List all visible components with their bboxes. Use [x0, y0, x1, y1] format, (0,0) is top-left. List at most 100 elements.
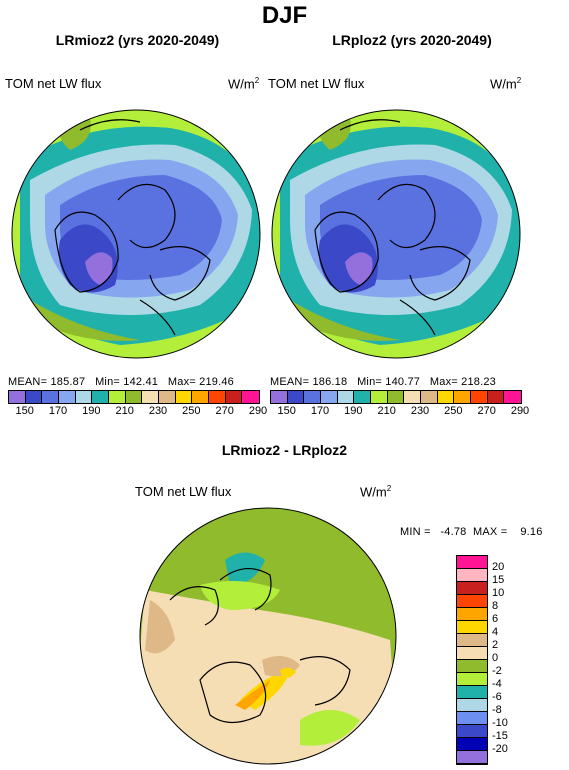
colorbar-swatch [457, 621, 487, 634]
colorbar-swatch [457, 673, 487, 686]
colorbar-swatch [75, 391, 93, 403]
colorbar-tick-label: 170 [310, 405, 330, 417]
colorbar-swatch [457, 556, 487, 569]
colorbar-swatch [457, 725, 487, 738]
diff-units-text: W/m [360, 484, 387, 500]
panel-2-colorbar-labels: 150 170 190 210 230 250 270 290 [270, 405, 529, 419]
panel-2-units-exponent: 2 [516, 76, 522, 85]
colorbar-tick-label: 190 [344, 405, 363, 417]
colorbar-swatch [457, 712, 487, 725]
colorbar-swatch [457, 634, 487, 647]
panel-1-colorbar-labels: 150 170 190 210 230 250 270 290 [8, 405, 267, 419]
colorbar-tick-label: 210 [377, 405, 396, 417]
colorbar-tick-label: -2 [492, 665, 502, 677]
panel-2-variable: TOM net LW flux [268, 76, 365, 91]
colorbar-swatch [487, 391, 505, 403]
colorbar-swatch [457, 699, 487, 712]
colorbar-swatch [108, 391, 126, 403]
colorbar-swatch [454, 391, 471, 403]
colorbar-swatch [192, 391, 209, 403]
colorbar-swatch [337, 391, 355, 403]
colorbar-swatch [271, 391, 288, 403]
colorbar-tick-label: 8 [492, 600, 499, 612]
panel-2-stats: MEAN= 186.18 Min= 140.77 Max= 218.23 [270, 376, 496, 388]
colorbar-tick-label: 170 [48, 405, 68, 417]
colorbar-tick-label: 290 [510, 405, 530, 417]
diff-title: LRmioz2 - LRploz2 [221, 442, 348, 458]
colorbar-swatch [457, 582, 487, 595]
colorbar-swatch [242, 391, 259, 403]
colorbar-tick-label: -15 [492, 730, 508, 742]
colorbar-swatch [457, 595, 487, 608]
colorbar-swatch [287, 391, 305, 403]
colorbar-swatch [42, 391, 59, 403]
colorbar-tick-label: 15 [492, 574, 505, 586]
panel-2-units: W/m2 [490, 76, 521, 91]
colorbar-swatch [142, 391, 159, 403]
colorbar-swatch [387, 391, 405, 403]
panel-2-colorbar [270, 390, 522, 404]
panel-1-units-text: W/m [228, 76, 255, 92]
colorbar-tick-label: 270 [477, 405, 496, 417]
colorbar-tick-label: -4 [492, 678, 502, 690]
colorbar-tick-label: 150 [277, 405, 296, 417]
panel-1-stats: MEAN= 185.87 Min= 142.41 Max= 219.46 [8, 376, 234, 388]
colorbar-swatch [125, 391, 143, 403]
colorbar-swatch [457, 686, 487, 699]
colorbar-swatch [158, 391, 176, 403]
colorbar-tick-label: -8 [492, 704, 502, 716]
panel-1-units: W/m2 [228, 76, 259, 91]
colorbar-tick-label: -20 [492, 743, 508, 755]
colorbar-swatch [457, 647, 487, 660]
colorbar-swatch [470, 391, 488, 403]
colorbar-swatch [304, 391, 321, 403]
colorbar-tick-label: 250 [182, 405, 201, 417]
panel-1-variable: TOM net LW flux [5, 76, 102, 91]
colorbar-swatch [370, 391, 388, 403]
colorbar-tick-label: 290 [248, 405, 268, 417]
diff-variable: TOM net LW flux [135, 484, 232, 499]
colorbar-swatch [457, 660, 487, 673]
colorbar-swatch [320, 391, 338, 403]
colorbar-swatch [92, 391, 109, 403]
colorbar-swatch [25, 391, 43, 403]
colorbar-tick-label: 10 [492, 587, 505, 599]
colorbar-tick-label: 20 [492, 561, 505, 573]
colorbar-swatch [354, 391, 371, 403]
panel-2-units-text: W/m [490, 76, 517, 92]
colorbar-tick-label: 230 [148, 405, 168, 417]
page-title: DJF [261, 2, 308, 29]
colorbar-swatch [457, 751, 487, 764]
colorbar-swatch [225, 391, 243, 403]
colorbar-swatch [404, 391, 421, 403]
colorbar-tick-label: 150 [15, 405, 34, 417]
colorbar-swatch [437, 391, 455, 403]
colorbar-tick-label: 0 [492, 652, 499, 664]
diff-units: W/m2 [360, 484, 391, 499]
colorbar-swatch [208, 391, 226, 403]
colorbar-tick-label: 270 [215, 405, 234, 417]
colorbar-swatch [420, 391, 438, 403]
colorbar-swatch [457, 569, 487, 582]
colorbar-tick-label: 250 [444, 405, 463, 417]
panel-1-units-exponent: 2 [254, 76, 260, 85]
colorbar-swatch [504, 391, 521, 403]
diff-colorbar-labels: 20 15 10 8 6 4 2 0 -2 -4 -6 -8 -10 -15 -20 [492, 555, 532, 763]
colorbar-swatch [457, 738, 487, 751]
colorbar-swatch [457, 608, 487, 621]
diff-units-exponent: 2 [386, 484, 392, 493]
colorbar-tick-label: 190 [82, 405, 101, 417]
diff-minmax: MIN = -4.78 MAX = 9.16 [400, 526, 543, 538]
colorbar-swatch [58, 391, 76, 403]
colorbar-tick-label: 2 [492, 639, 499, 651]
panel-1-colorbar [8, 390, 260, 404]
panel-2-title: LRploz2 (yrs 2020-2049) [332, 32, 492, 48]
panel-1-title: LRmioz2 (yrs 2020-2049) [55, 32, 220, 48]
colorbar-tick-label: 6 [492, 613, 499, 625]
colorbar-tick-label: 210 [115, 405, 134, 417]
colorbar-tick-label: 4 [492, 626, 499, 638]
diff-colorbar [456, 555, 488, 765]
